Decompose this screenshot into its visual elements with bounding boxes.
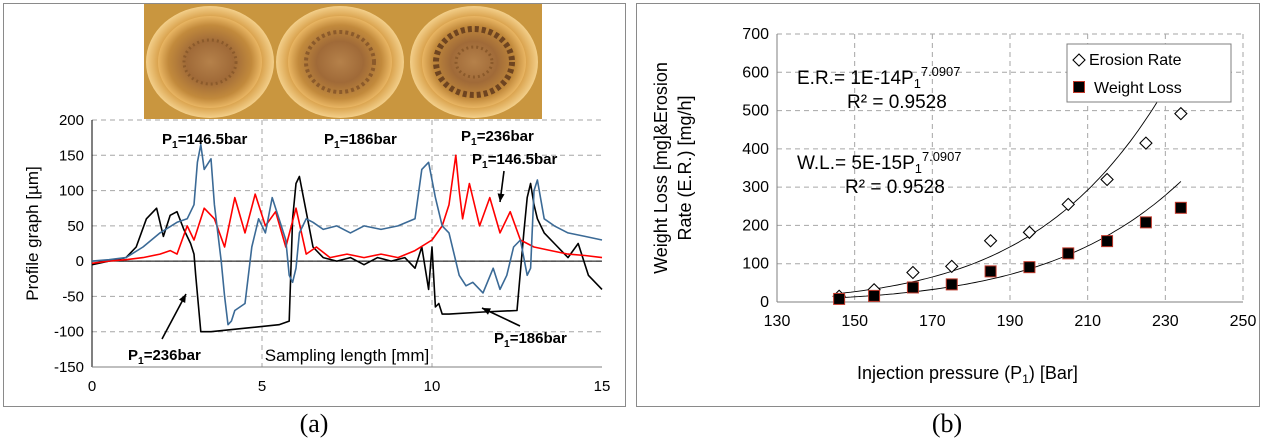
y-tick-label: 200 xyxy=(742,217,769,234)
x-tick-label: 130 xyxy=(764,313,791,330)
legend-label-weight-loss: Weight Loss xyxy=(1094,80,1182,97)
weight-loss-point xyxy=(984,265,997,278)
y-tick-label: 100 xyxy=(742,256,769,273)
weight-loss-point xyxy=(1139,216,1152,229)
weight-loss-point xyxy=(945,278,958,291)
x-tick-label: 210 xyxy=(1074,313,1101,330)
y-tick-label: -100 xyxy=(54,324,84,341)
y-tick-label: 200 xyxy=(59,112,84,129)
disc-left xyxy=(146,6,274,118)
y-tick-label: -50 xyxy=(62,288,84,305)
weight-loss-point xyxy=(1101,235,1114,248)
weight-loss-point xyxy=(868,289,881,302)
y-tick-label: 600 xyxy=(742,64,769,81)
erosion-rate-point xyxy=(1100,172,1114,187)
erosion-rate-point xyxy=(944,259,959,274)
y-tick-label: 0 xyxy=(76,253,84,270)
equation-wl: W.L.= 5E-15P17.0907 xyxy=(797,149,961,176)
legend-label-erosion-rate: Erosion Rate xyxy=(1089,52,1182,69)
legend: Erosion Rate Weight Loss xyxy=(1066,43,1232,103)
equation-er: E.R.= 1E-14P17.0907 xyxy=(797,64,960,91)
equation-wl-r2: R² = 0.9528 xyxy=(845,177,945,198)
arrow-p236 xyxy=(161,293,187,340)
erosion-rate-point xyxy=(1022,225,1037,240)
weight-loss-point xyxy=(906,281,919,294)
panel-b: 700 600 500 400 300 200 100 0 130 150 170 190 210 230… xyxy=(636,3,1260,407)
x-tick-label: 170 xyxy=(919,313,946,330)
caption-a: (a) xyxy=(299,409,329,438)
erosion-rate-point xyxy=(1061,197,1076,212)
axes: 700 600 500 400 300 200 100 0 130 150 170 190 210 230… xyxy=(651,26,1256,386)
arrow-p236-head xyxy=(179,294,186,303)
annotation-p146-right: P1=146.5bar xyxy=(472,151,557,171)
y-axis-label-line2: Rate (E.R.) [mg/h] xyxy=(675,95,695,240)
x-tick-label: 0 xyxy=(88,378,96,395)
y-tick-label: 700 xyxy=(742,26,769,43)
erosion-rate-point xyxy=(906,265,920,280)
legend-marker-erosion-rate xyxy=(1072,53,1086,67)
points xyxy=(832,106,1188,305)
legend-marker-weight-loss xyxy=(1073,81,1085,93)
disc-right xyxy=(410,6,538,118)
disc-middle xyxy=(276,6,404,118)
weight-loss-point xyxy=(1174,201,1187,214)
series-line-1 xyxy=(91,154,603,265)
annotation-p186-bottom: P1=186bar xyxy=(494,330,567,350)
y-tick-label: 400 xyxy=(742,141,769,158)
annotations: P1=146.5bar P1=186bar P1=236bar P1=146.5bar… xyxy=(128,128,567,367)
y-tick-label: 100 xyxy=(59,183,84,200)
y-tick-label: 300 xyxy=(742,179,769,196)
y-tick-label: 500 xyxy=(742,103,769,120)
erosion-rate-point xyxy=(983,233,998,248)
x-axis-label: Injection pressure (P1) [Bar] xyxy=(857,363,1078,386)
annotation-p146-top: P1=146.5bar xyxy=(162,131,247,151)
erosion-chart: 700 600 500 400 300 200 100 0 130 150 170 190 210 230… xyxy=(651,26,1256,386)
annotation-p236-bottom: P1=236bar xyxy=(128,347,201,367)
trendline-wl xyxy=(835,181,1182,299)
annotation-p236-top: P1=236bar xyxy=(461,128,534,148)
y-axis-label-line1: Weight Loss [mg]&Erosion xyxy=(651,62,671,274)
equation-er-r2: R² = 0.9528 xyxy=(847,92,947,113)
x-tick-label: 150 xyxy=(841,313,868,330)
y-tick-label: 150 xyxy=(59,147,84,164)
y-tick-label: 0 xyxy=(760,294,769,311)
x-tick-label: 15 xyxy=(594,378,611,395)
x-tick-label: 230 xyxy=(1152,313,1179,330)
panel-a: 200 150 100 50 0 -50 -100 -150 0 5 10 15 Sampling le… xyxy=(3,3,626,407)
y-tick-label: 50 xyxy=(67,218,84,235)
trendline-er xyxy=(835,60,1182,295)
series-group xyxy=(91,143,603,333)
arrow-p186-head xyxy=(482,308,491,315)
erosion-rate-point xyxy=(1174,106,1188,121)
y-axis-label: Profile graph [µm] xyxy=(23,166,42,301)
caption-b: (b) xyxy=(931,409,963,438)
x-tick-label: 10 xyxy=(424,378,441,395)
x-tick-label: 250 xyxy=(1230,313,1257,330)
x-tick-label: 190 xyxy=(997,313,1024,330)
weight-loss-point xyxy=(1062,247,1075,260)
trendlines xyxy=(835,60,1182,299)
x-axis-label: Sampling length [mm] xyxy=(265,346,429,365)
legend-box xyxy=(1066,43,1232,103)
y-tick-label: -150 xyxy=(54,359,84,376)
annotation-p186-top: P1=186bar xyxy=(324,131,397,151)
arrow-p146-head xyxy=(497,193,505,202)
erosion-rate-point xyxy=(1139,136,1153,150)
weight-loss-point xyxy=(1023,261,1036,274)
x-tick-label: 5 xyxy=(258,378,266,395)
weight-loss-point xyxy=(833,292,846,305)
series-line-2 xyxy=(91,143,603,326)
sample-photo xyxy=(144,4,542,119)
